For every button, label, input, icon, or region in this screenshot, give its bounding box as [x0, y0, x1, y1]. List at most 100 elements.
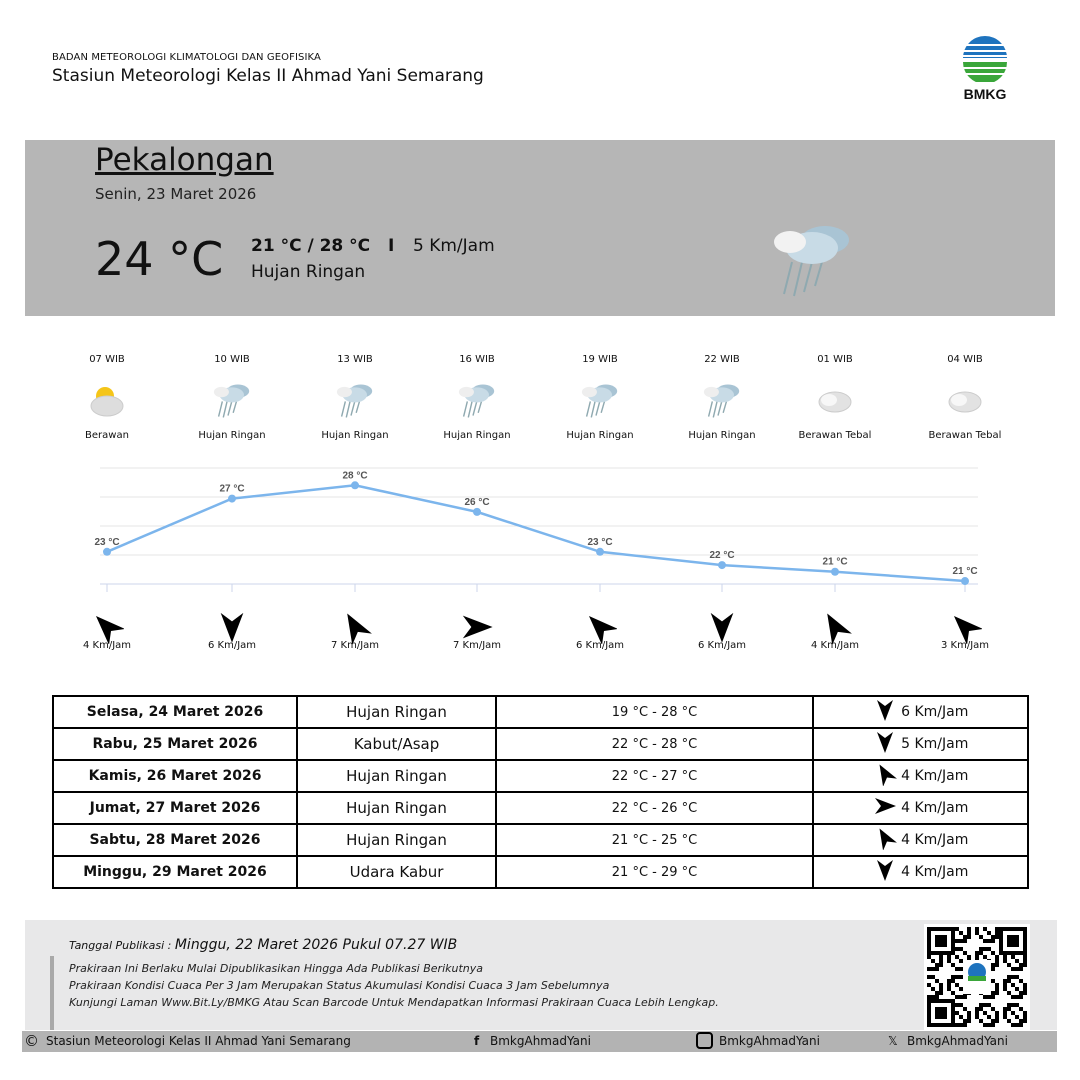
hour-wind-speed: 6 Km/Jam [207, 640, 257, 651]
wind-direction-icon [876, 860, 893, 881]
hour-wind-speed: 4 Km/Jam [810, 640, 860, 651]
hour-wind-arrow [295, 610, 415, 648]
wind-direction-icon [874, 798, 896, 814]
footer-bar: © Stasiun Meteorologi Kelas II Ahmad Yan… [22, 1031, 1057, 1052]
day-condition: Kabut/Asap [296, 727, 497, 761]
data-point [961, 577, 969, 586]
hour-wind-speed: 3 Km/Jam [940, 640, 990, 651]
hour-wind-arrow [905, 610, 1025, 648]
day-wind-speed: 5 Km/Jam [901, 736, 969, 752]
day-date: Selasa, 24 Maret 2026 [52, 695, 298, 729]
hour-condition: Berawan Tebal [798, 430, 872, 441]
pub-value: Minggu, 22 Maret 2026 Pukul 07.27 WIB [174, 937, 458, 953]
day-wind: 4 Km/Jam [812, 759, 1029, 793]
data-point [228, 494, 236, 503]
wind-direction-icon [588, 615, 619, 646]
rain-icon [458, 384, 495, 418]
partly-cloudy-icon [90, 387, 124, 417]
rain-icon [703, 384, 740, 418]
day-wind-speed: 6 Km/Jam [901, 704, 969, 720]
hour-condition: Hujan Ringan [321, 430, 389, 441]
bmkg-logo: BMKG [958, 36, 1012, 102]
facebook-icon[interactable]: f [474, 1034, 480, 1048]
data-point [103, 547, 111, 556]
hour-time: 19 WIB [582, 354, 618, 365]
hour-icon [172, 380, 292, 420]
divider [50, 956, 54, 1030]
instagram-icon[interactable] [696, 1032, 713, 1049]
current-wind: 5 Km/Jam [413, 236, 495, 256]
data-point [351, 481, 359, 490]
hour-icon [295, 380, 415, 420]
hour-icon [905, 380, 1025, 420]
current-temp: 24 °C [95, 232, 224, 286]
hour-wind-arrow [417, 610, 537, 648]
data-label: 22 °C [709, 550, 734, 561]
data-point [596, 547, 604, 556]
note-1: Prakiraan Ini Berlaku Mulai Dipublikasik… [69, 962, 484, 975]
hour-condition: Hujan Ringan [566, 430, 634, 441]
day-temp-range: 19 °C - 28 °C [495, 695, 814, 729]
org-name: BADAN METEOROLOGI KLIMATOLOGI DAN GEOFIS… [52, 52, 321, 63]
note-2: Prakiraan Kondisi Cuaca Per 3 Jam Merupa… [69, 979, 610, 992]
day-wind: 5 Km/Jam [812, 727, 1029, 761]
data-label: 26 °C [464, 497, 489, 508]
current-date: Senin, 23 Maret 2026 [95, 185, 257, 203]
wind-direction-icon [876, 732, 893, 753]
data-label: 21 °C [822, 557, 847, 568]
table-row: Jumat, 27 Maret 2026 Hujan Ringan 22 °C … [52, 791, 1029, 825]
day-temp-range: 21 °C - 25 °C [495, 823, 814, 857]
hour-wind-speed: 6 Km/Jam [575, 640, 625, 651]
hour-condition: Berawan Tebal [928, 430, 1002, 441]
day-date: Rabu, 25 Maret 2026 [52, 727, 298, 761]
note-3: Kunjungi Laman Www.Bit.Ly/BMKG Atau Scan… [69, 996, 719, 1009]
hour-icon [47, 380, 167, 420]
day-temp-range: 22 °C - 28 °C [495, 727, 814, 761]
station-name: Stasiun Meteorologi Kelas II Ahmad Yani … [52, 66, 484, 86]
day-wind: 4 Km/Jam [812, 855, 1029, 889]
x-icon[interactable]: 𝕏 [888, 1034, 898, 1048]
data-label: 28 °C [342, 470, 367, 481]
hour-wind-arrow [662, 610, 782, 648]
data-point [718, 561, 726, 570]
day-condition: Hujan Ringan [296, 759, 497, 793]
day-wind: 4 Km/Jam [812, 791, 1029, 825]
hour-time: 10 WIB [214, 354, 250, 365]
pub-label: Tanggal Publikasi : [69, 939, 175, 952]
table-row: Rabu, 25 Maret 2026 Kabut/Asap 22 °C - 2… [52, 727, 1029, 761]
qr-code-icon[interactable] [924, 924, 1030, 1030]
wind-direction-icon [876, 700, 893, 721]
copyright-text: Stasiun Meteorologi Kelas II Ahmad Yani … [46, 1034, 351, 1048]
copyright-icon: © [24, 1032, 39, 1050]
rain-icon [581, 384, 618, 418]
day-condition: Hujan Ringan [296, 823, 497, 857]
hour-time: 07 WIB [89, 354, 125, 365]
hour-icon [775, 380, 895, 420]
day-condition: Hujan Ringan [296, 791, 497, 825]
wind-direction-icon [95, 615, 126, 646]
day-temp-range: 22 °C - 27 °C [495, 759, 814, 793]
current-condition: Hujan Ringan [251, 262, 366, 282]
hour-wind-arrow [47, 610, 167, 648]
overcast-icon [818, 391, 852, 413]
publication-date: Tanggal Publikasi : Minggu, 22 Maret 202… [69, 937, 457, 953]
day-wind-speed: 4 Km/Jam [901, 864, 969, 880]
wind-direction-icon [879, 764, 897, 787]
temperature-chart: 23 °C 27 °C 28 °C 26 °C 23 °C 22 °C 21 °C 21 °C [94, 467, 978, 592]
hour-wind-speed: 7 Km/Jam [452, 640, 502, 651]
overcast-icon [948, 391, 982, 413]
instagram-link[interactable]: BmkgAhmadYani [719, 1034, 820, 1048]
hour-wind-arrow [172, 610, 292, 648]
wind-direction-icon [220, 612, 244, 643]
data-point [831, 567, 839, 576]
hour-time: 04 WIB [947, 354, 983, 365]
hour-time: 16 WIB [459, 354, 495, 365]
hour-time: 13 WIB [337, 354, 373, 365]
hour-icon [540, 380, 660, 420]
rain-icon [336, 384, 373, 418]
day-wind-speed: 4 Km/Jam [901, 768, 969, 784]
x-link[interactable]: BmkgAhmadYani [907, 1034, 1008, 1048]
facebook-link[interactable]: BmkgAhmadYani [490, 1034, 591, 1048]
hour-condition: Hujan Ringan [443, 430, 511, 441]
data-label: 23 °C [587, 537, 612, 548]
